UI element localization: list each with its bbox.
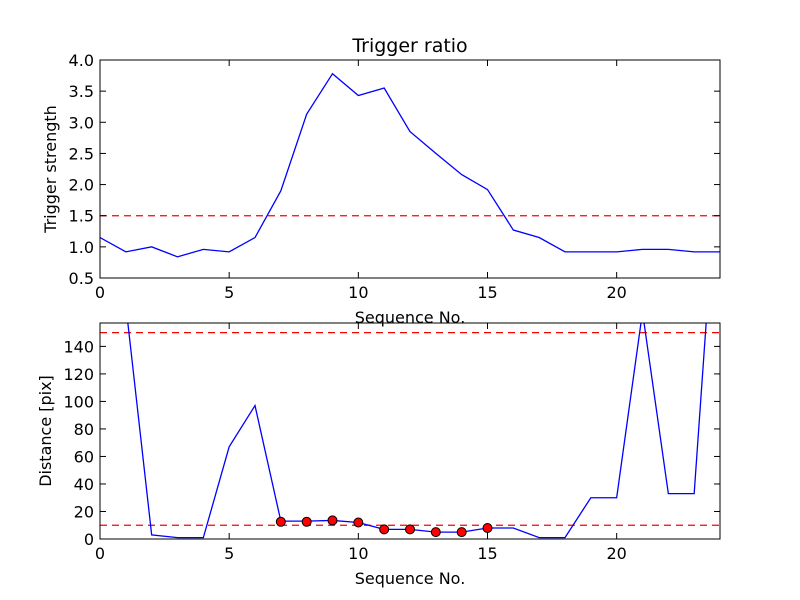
bottom-ytick-label: 40 <box>74 475 94 494</box>
bottom-marker-point <box>482 522 493 533</box>
top-plot-clip-group <box>100 72 720 258</box>
top-ytick-label: 0.5 <box>69 269 94 288</box>
top-ylabel: Trigger strength <box>41 105 60 234</box>
bottom-ytick-label: 20 <box>74 502 94 521</box>
top-ytick-label: 4.0 <box>69 51 94 70</box>
top-xtick-label: 15 <box>477 283 497 302</box>
bottom-plot-clip-group <box>100 323 720 539</box>
bottom-xtick-label: 20 <box>606 544 626 563</box>
bottom-xtick-label: 15 <box>477 544 497 563</box>
bottom-marker-point <box>301 516 312 527</box>
bottom-clipped-area <box>100 323 720 539</box>
bottom-xlabel: Sequence No. <box>355 569 466 588</box>
bottom-axes-frame <box>99 322 721 540</box>
bottom-xtick-label: 0 <box>95 544 105 563</box>
top-axes-frame <box>99 59 721 279</box>
top-panel: Trigger ratio 0 5 10 15 20 0.5 1.0 1.5 2.0 2.5 3.0… <box>41 35 721 327</box>
bottom-marker-point <box>379 524 390 535</box>
top-ytick-label: 1.0 <box>69 238 94 257</box>
bottom-xtick-label: 5 <box>224 544 234 563</box>
top-xtick-label: 0 <box>95 283 105 302</box>
bottom-axes: 0 5 10 15 20 0 20 40 60 80 100 120 140 <box>63 322 721 563</box>
top-series-line <box>100 72 720 258</box>
top-xtick-label: 10 <box>348 283 368 302</box>
bottom-ytick-label: 140 <box>63 337 94 356</box>
top-ytick-label: 2.5 <box>69 144 94 163</box>
top-title: Trigger ratio <box>351 35 467 57</box>
bottom-marker-point <box>327 515 338 526</box>
top-ytick-label: 2.0 <box>69 176 94 195</box>
top-xtick-label: 5 <box>224 283 234 302</box>
bottom-marker-point <box>353 517 364 528</box>
bottom-marker-point <box>405 524 415 535</box>
bottom-ytick-label: 80 <box>74 420 94 439</box>
top-xtick-label: 20 <box>606 283 626 302</box>
bottom-xtick-label: 10 <box>348 544 368 563</box>
bottom-marker-point <box>430 527 441 538</box>
bottom-ylabel: Distance [pix] <box>36 375 55 487</box>
top-clipped-area <box>100 72 720 258</box>
top-ytick-label: 3.5 <box>69 82 94 101</box>
bottom-ytick-label: 100 <box>63 392 94 411</box>
bottom-marker-point <box>456 527 467 538</box>
bottom-marker-point <box>275 516 286 527</box>
bottom-ytick-label: 0 <box>84 530 94 549</box>
top-xlabel: Sequence No. <box>355 308 466 327</box>
top-axes: 0 5 10 15 20 0.5 1.0 1.5 2.0 2.5 3.0 3.5 4.0 <box>69 51 721 302</box>
top-ytick-label: 3.0 <box>69 113 94 132</box>
bottom-ytick-label: 60 <box>74 447 94 466</box>
bottom-ytick-label: 120 <box>63 365 94 384</box>
top-ytick-label: 1.5 <box>69 207 94 226</box>
